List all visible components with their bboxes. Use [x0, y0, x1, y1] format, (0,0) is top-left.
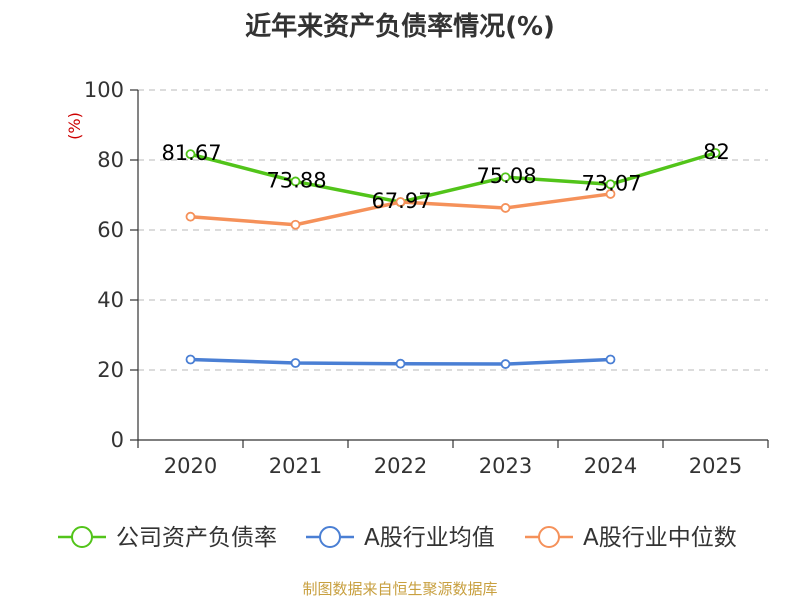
data-point: [185, 354, 196, 365]
legend-marker-icon: [538, 526, 560, 548]
data-point: [500, 172, 511, 183]
legend-label: A股行业均值: [364, 525, 495, 551]
data-point: [395, 358, 406, 369]
legend-item[interactable]: 公司资产负债率: [58, 525, 277, 551]
data-point: [605, 354, 616, 365]
data-point: [710, 148, 721, 158]
data-point: [500, 359, 511, 369]
data-label: 81.67: [161, 141, 221, 165]
data-point: [185, 211, 196, 222]
x-tick-label: 2020: [164, 454, 217, 478]
data-point: [500, 203, 511, 213]
x-tick-label: 2023: [479, 454, 532, 478]
y-tick-label: 40: [97, 288, 124, 312]
axes: 0 20 40 60 80 100 2020 2021 2022 2023 2024 2025: [84, 78, 769, 478]
data-labels: 81.67 73.88 67.97 75.08 73.07 82: [161, 140, 729, 213]
y-tick-label: 100: [84, 78, 124, 102]
legend[interactable]: 公司资产负债率 A股行业均值 A股行业中位数: [58, 525, 737, 551]
grid-lines: [138, 89, 768, 371]
data-label: 73.88: [266, 168, 326, 192]
x-tick-label: 2022: [374, 454, 427, 478]
y-tick-label: 0: [111, 428, 124, 452]
data-point: [290, 176, 301, 187]
data-label: 75.08: [476, 164, 536, 188]
data-point: [605, 179, 616, 190]
source-note: 制图数据来自恒生聚源数据库: [302, 580, 498, 598]
x-tick-label: 2021: [269, 454, 322, 478]
data-point: [395, 197, 406, 207]
y-tick-label: 80: [97, 148, 124, 172]
series-line-0: [190, 151, 716, 204]
data-label: 82: [703, 140, 730, 164]
data-point: [185, 149, 196, 160]
data-label: 67.97: [371, 189, 431, 213]
legend-marker-icon: [319, 526, 341, 548]
x-tick-label: 2025: [689, 454, 742, 478]
legend-item[interactable]: A股行业均值: [306, 525, 495, 551]
data-point: [290, 219, 301, 230]
legend-label: 公司资产负债率: [116, 525, 277, 551]
chart-title: 近年来资产负债率情况(%): [245, 12, 555, 42]
y-tick-label: 60: [97, 218, 124, 242]
legend-item[interactable]: A股行业中位数: [525, 525, 737, 551]
data-point: [290, 358, 301, 368]
data-point: [605, 189, 616, 199]
series-lines: [185, 148, 721, 369]
legend-label: A股行业中位数: [583, 525, 737, 551]
y-axis-label: (%): [65, 112, 84, 140]
legend-marker-icon: [71, 526, 93, 548]
y-tick-label: 20: [97, 358, 124, 382]
data-label: 73.07: [581, 171, 641, 195]
x-tick-label: 2024: [584, 454, 637, 478]
